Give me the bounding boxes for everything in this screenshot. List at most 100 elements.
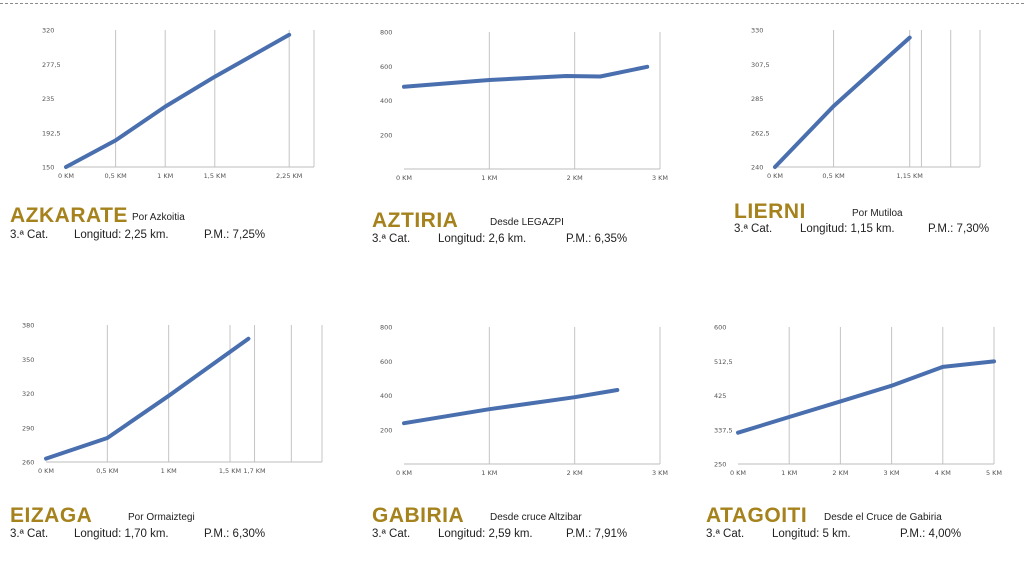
climb-category: 3.ª Cat. (10, 229, 49, 241)
y-tick-label: 600 (380, 63, 392, 71)
elevation-profile-line (736, 359, 996, 435)
x-tick-label: 0 KM (396, 469, 412, 477)
climb-category: 3.ª Cat. (10, 528, 49, 540)
climb-category: 3.ª Cat. (372, 528, 411, 540)
y-tick-label: 600 (714, 324, 726, 332)
x-tick-label: 2,25 KM (276, 172, 302, 180)
x-tick-label: 1 KM (161, 467, 177, 475)
y-tick-label: 200 (380, 131, 392, 139)
y-tick-label: 400 (380, 392, 392, 400)
climb-gradient: P.M.: 7,91% (566, 528, 628, 540)
elevation-profile-line (402, 64, 650, 89)
x-tick-label: 1 KM (481, 174, 497, 182)
chart-svg: 240 262,5 285 307,5 330 0 KM 0,5 KM 1,15 KM (751, 27, 981, 180)
x-tick-label: 0,5 KM (822, 172, 844, 180)
chart-panel-eizaga: 260 290 320 350 380 0 KM 0,5 KM 1 KM 1,5 KM 1,7 K… (4, 318, 324, 568)
chart-svg: 150 192,5 235 277,5 320 0 KM 0,5 KM 1 KM 1,5 KM 2… (42, 27, 315, 180)
climb-subtitle: Por Ormaiztegi (128, 512, 195, 523)
climb-category: 3.ª Cat. (734, 223, 773, 235)
y-tick-label: 240 (751, 164, 763, 172)
climb-subtitle: Por Mutiloa (852, 208, 903, 219)
elevation-profile-line (402, 388, 620, 426)
chart-panel-azkarate: 150 192,5 235 277,5 320 0 KM 0,5 KM 1 KM 1,5 KM 2… (4, 22, 324, 272)
x-tick-label: 2 KM (832, 469, 848, 477)
y-tick-label: 290 (22, 424, 34, 432)
y-tick-label: 307,5 (751, 61, 770, 69)
climb-length: Longitud: 5 km. (772, 528, 851, 540)
climb-category: 3.ª Cat. (706, 528, 745, 540)
y-tick-label: 350 (22, 356, 34, 364)
chart-svg: 200 400 600 800 0 KM 1 KM 2 KM 3 KM (380, 29, 668, 183)
climb-gradient: P.M.: 6,30% (204, 528, 266, 540)
chart-panel-lierni: 240 262,5 285 307,5 330 0 KM 0,5 KM 1,15 KM LIE… (730, 22, 1024, 272)
x-tick-label: 0 KM (767, 172, 783, 180)
climb-category: 3.ª Cat. (372, 233, 411, 245)
climb-gradient: P.M.: 7,30% (928, 223, 990, 235)
x-tick-label: 0 KM (38, 467, 54, 475)
x-tick-label: 2 KM (567, 469, 583, 477)
x-tick-label: 0,5 KM (96, 467, 118, 475)
chart-panel-aztiria: 200 400 600 800 0 KM 1 KM 2 KM 3 KM AZTIRIA Des… (366, 22, 686, 272)
x-tick-label: 5 KM (986, 469, 1002, 477)
climb-length: Longitud: 2,6 km. (438, 233, 527, 245)
x-tick-label: 4 KM (935, 469, 951, 477)
chart-svg: 260 290 320 350 380 0 KM 0,5 KM 1 KM 1,5 KM 1,7 K… (22, 322, 323, 475)
y-tick-label: 380 (22, 322, 34, 330)
climb-title: EIZAGA (10, 504, 93, 527)
x-tick-label: 1,15 KM (897, 172, 923, 180)
x-tick-label: 3 KM (652, 469, 668, 477)
x-tick-label: 0 KM (58, 172, 74, 180)
y-tick-label: 277,5 (42, 61, 61, 69)
x-tick-label: 1,5 KM (204, 172, 226, 180)
climb-subtitle: Desde cruce Altzibar (490, 512, 582, 523)
climb-gradient: P.M.: 6,35% (566, 233, 628, 245)
y-tick-label: 285 (751, 95, 763, 103)
chart-panel-atagoiti: 250 337,5 425 512,5 600 0 KM 1 KM 2 KM 3 KM 4 KM 5… (700, 318, 1020, 568)
climb-title: AZTIRIA (372, 209, 459, 232)
climb-subtitle: Desde LEGAZPI (490, 217, 564, 228)
x-tick-label: 0 KM (396, 174, 412, 182)
x-tick-label: 1 KM (157, 172, 173, 180)
climb-subtitle: Por Azkoitia (132, 212, 185, 223)
x-tick-label: 3 KM (884, 469, 900, 477)
y-tick-label: 337,5 (714, 426, 733, 434)
y-tick-label: 320 (42, 27, 54, 35)
x-tick-label: 1 KM (481, 469, 497, 477)
y-tick-label: 150 (42, 164, 54, 172)
y-tick-label: 400 (380, 97, 392, 105)
elevation-profile-line (773, 35, 912, 169)
y-tick-label: 262,5 (751, 129, 770, 137)
elevation-profile-line (64, 32, 292, 169)
y-tick-label: 320 (22, 390, 34, 398)
chart-panel-gabiria: 200 400 600 800 0 KM 1 KM 2 KM 3 KM GABIRIA Des… (366, 318, 686, 568)
elevation-profile-line (44, 336, 251, 461)
x-tick-label: 3 KM (652, 174, 668, 182)
climb-title: LIERNI (734, 200, 806, 223)
y-tick-label: 200 (380, 426, 392, 434)
chart-svg: 250 337,5 425 512,5 600 0 KM 1 KM 2 KM 3 KM 4 KM 5… (714, 324, 1002, 478)
climb-title: AZKARATE (10, 204, 128, 227)
climb-subtitle: Desde el Cruce de Gabiria (824, 512, 942, 523)
dashed-separator (0, 3, 1024, 4)
y-tick-label: 600 (380, 358, 392, 366)
climb-length: Longitud: 1,15 km. (800, 223, 895, 235)
chart-svg: 200 400 600 800 0 KM 1 KM 2 KM 3 KM (380, 324, 668, 478)
climb-gradient: P.M.: 4,00% (900, 528, 962, 540)
x-tick-label: 0,5 KM (104, 172, 126, 180)
y-tick-label: 512,5 (714, 358, 733, 366)
x-tick-label: 0 KM (730, 469, 746, 477)
climb-length: Longitud: 2,59 km. (438, 528, 533, 540)
y-tick-label: 192,5 (42, 129, 61, 137)
x-tick-label: 1,5 KM (219, 467, 241, 475)
climb-length: Longitud: 1,70 km. (74, 528, 169, 540)
x-tick-label: 2 KM (567, 174, 583, 182)
y-tick-label: 250 (714, 461, 726, 469)
y-tick-label: 260 (22, 459, 34, 467)
climb-title: ATAGOITI (706, 504, 808, 527)
x-tick-label: 1,7 KM (243, 467, 265, 475)
climb-title: GABIRIA (372, 504, 465, 527)
y-tick-label: 800 (380, 324, 392, 332)
y-tick-label: 425 (714, 392, 726, 400)
y-tick-label: 330 (751, 27, 763, 35)
climb-gradient: P.M.: 7,25% (204, 229, 266, 241)
